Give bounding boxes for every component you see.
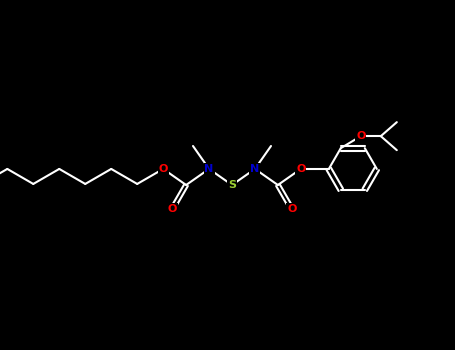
Text: O: O — [158, 164, 168, 174]
Text: O: O — [296, 164, 305, 174]
Text: N: N — [250, 164, 259, 174]
Text: S: S — [228, 180, 236, 190]
Text: O: O — [287, 204, 297, 214]
Text: O: O — [356, 131, 365, 141]
Text: N: N — [204, 164, 214, 174]
Text: O: O — [167, 204, 177, 214]
